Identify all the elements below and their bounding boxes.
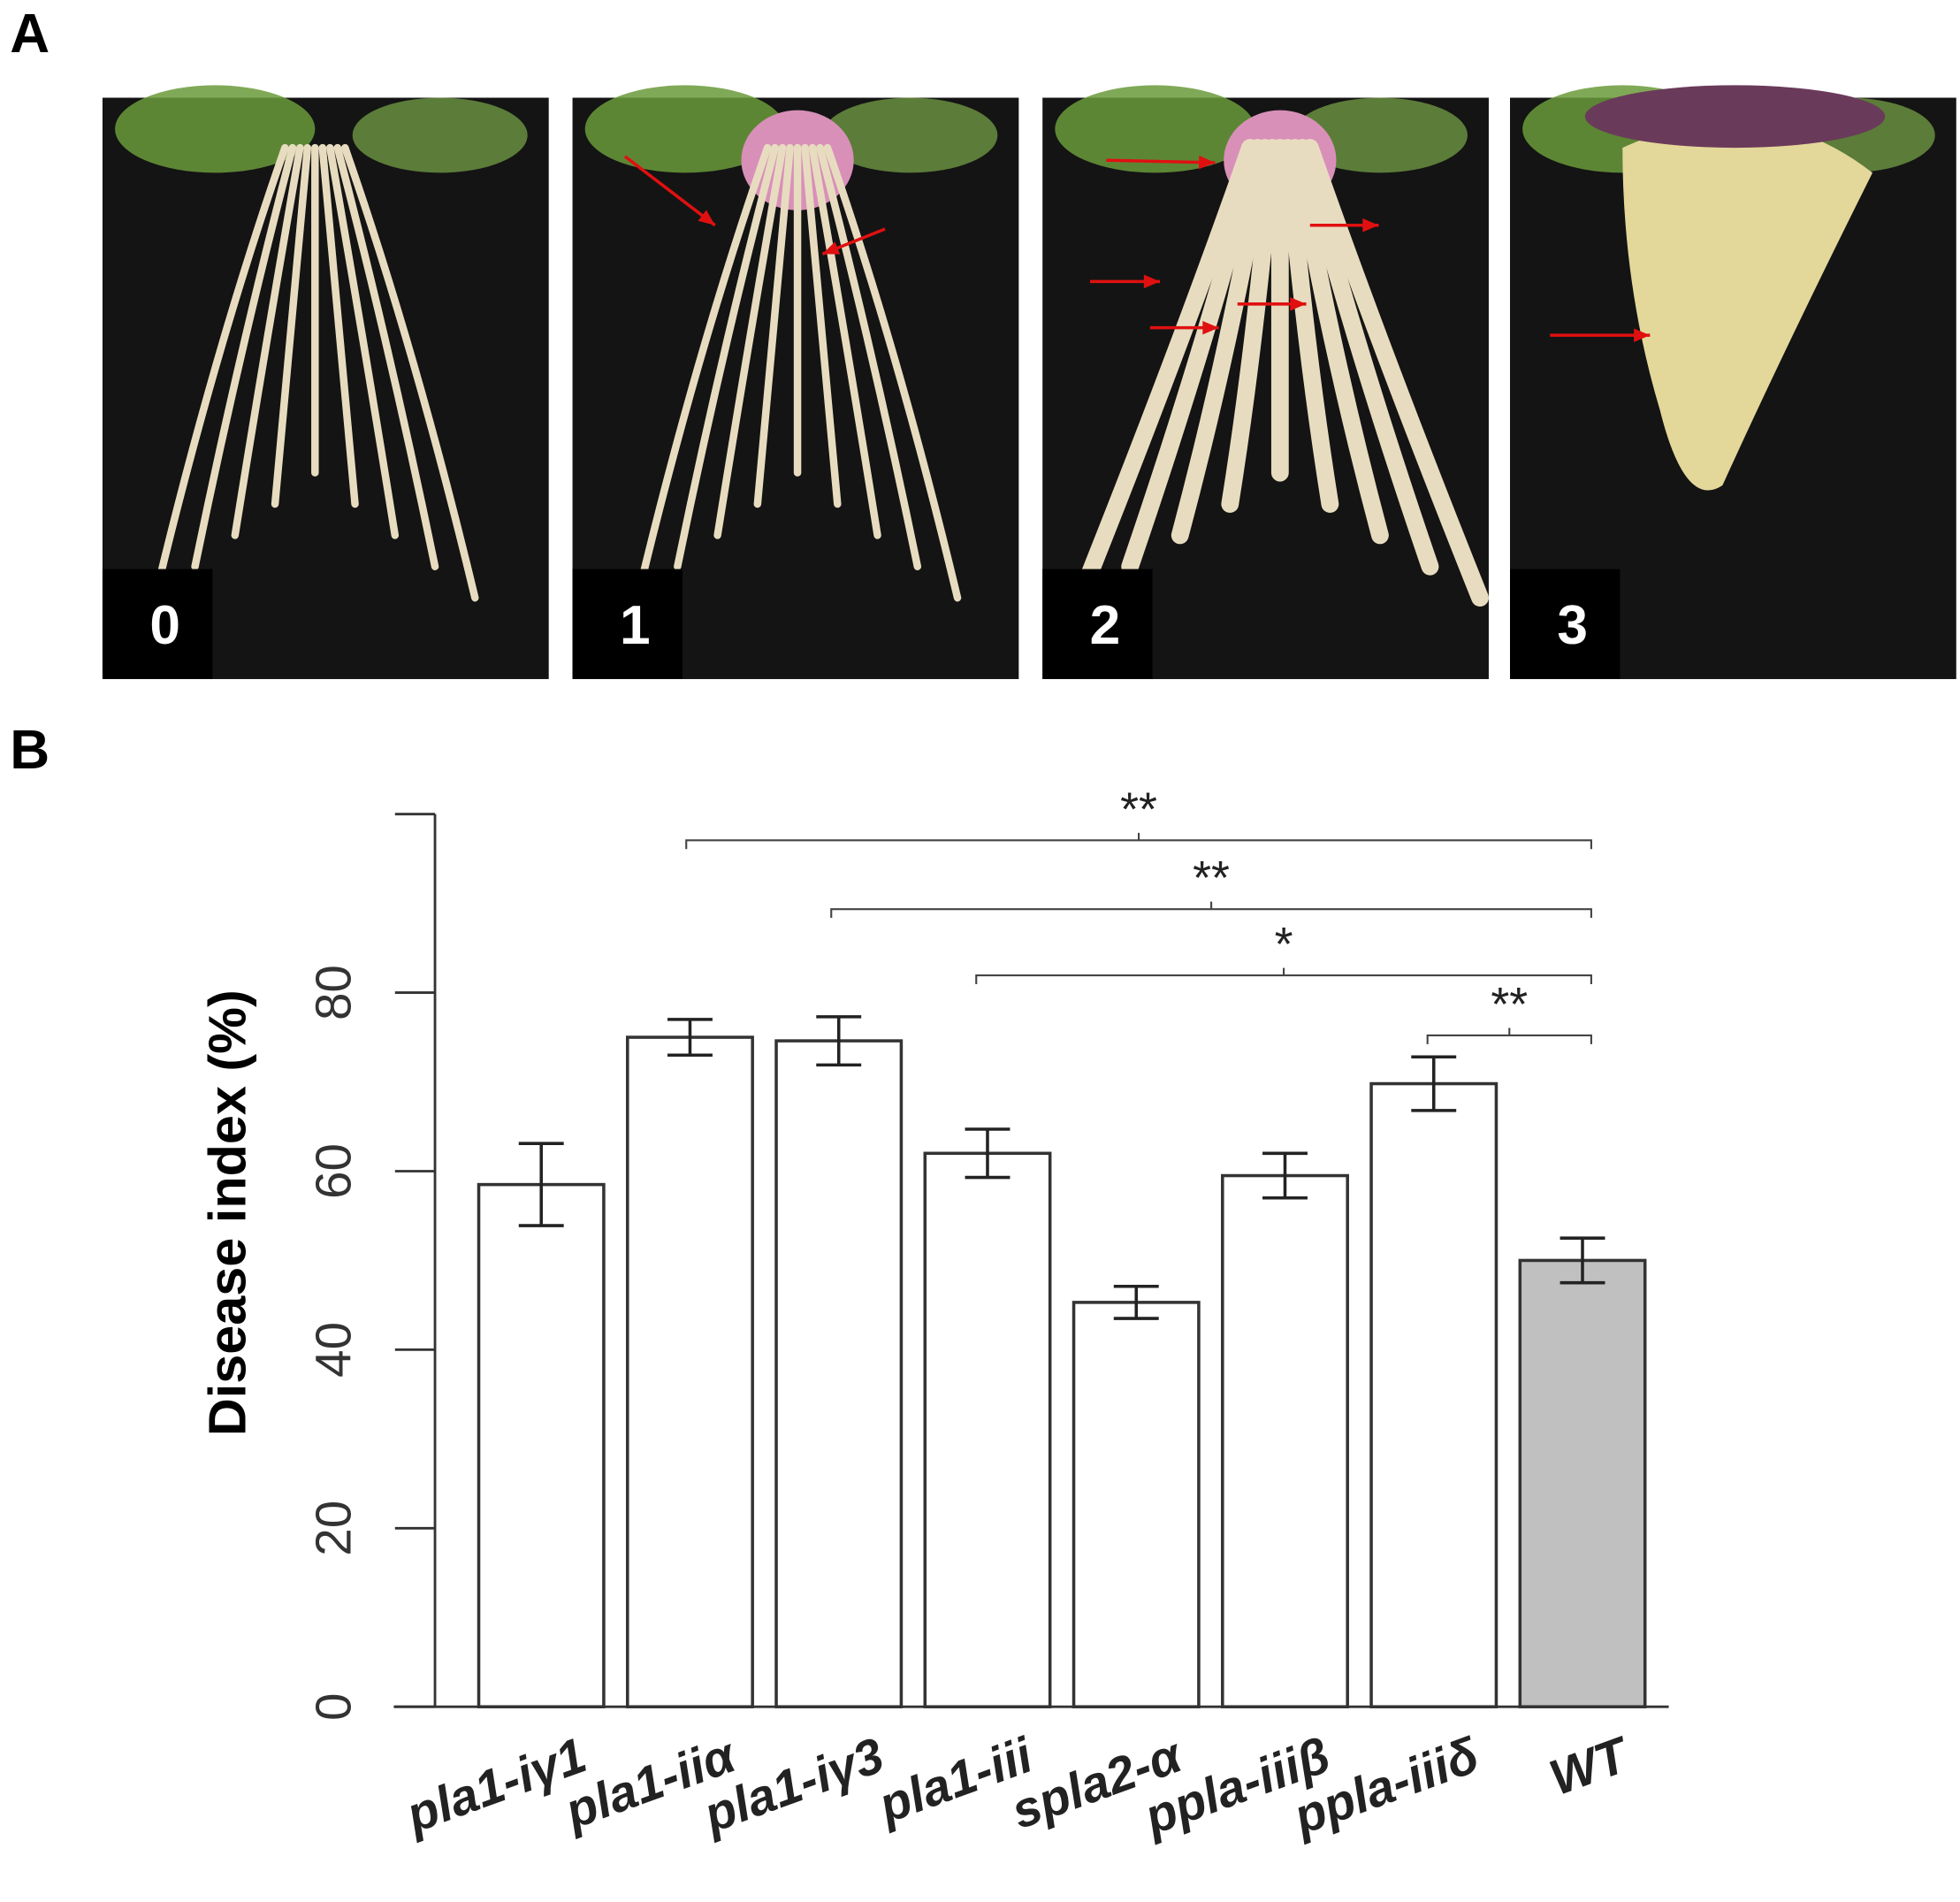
root xyxy=(1171,139,1274,545)
leaf xyxy=(822,97,998,173)
bar xyxy=(1518,1258,1647,1708)
score-box xyxy=(102,569,213,679)
root xyxy=(808,143,881,539)
significance-label: ** xyxy=(1120,783,1157,836)
bar xyxy=(1072,1301,1201,1708)
root xyxy=(1300,139,1489,607)
arrow xyxy=(1106,158,1216,164)
leaf xyxy=(1055,85,1255,173)
score-label: 1 xyxy=(620,595,651,656)
root xyxy=(674,143,779,570)
significance-bracket xyxy=(830,901,1592,919)
leaf xyxy=(1292,97,1468,173)
score-label: 0 xyxy=(149,595,180,656)
leaf xyxy=(352,97,528,173)
root xyxy=(1221,139,1282,513)
panel-label: A xyxy=(10,4,50,65)
root xyxy=(801,143,842,508)
root xyxy=(1285,139,1389,545)
score-label: 2 xyxy=(1090,595,1121,656)
leaf xyxy=(115,85,316,173)
root xyxy=(151,143,289,602)
y-tick-label: 40 xyxy=(306,1322,362,1378)
arrow-head xyxy=(822,241,841,255)
root xyxy=(231,143,304,539)
leaf xyxy=(584,85,785,173)
root xyxy=(823,143,962,602)
significance-label: ** xyxy=(1193,852,1230,905)
significance-label: * xyxy=(1275,918,1293,971)
gall xyxy=(1622,121,1873,491)
bar xyxy=(774,1039,904,1708)
root xyxy=(713,143,787,539)
root xyxy=(318,143,359,508)
y-axis-label: Disease index (%) xyxy=(197,989,256,1436)
bar xyxy=(1369,1081,1499,1708)
score-box xyxy=(1509,569,1621,679)
y-tick-label: 60 xyxy=(306,1143,362,1199)
arrow-head xyxy=(698,210,715,225)
root xyxy=(1071,139,1259,607)
root xyxy=(1278,139,1339,513)
root xyxy=(1121,139,1267,576)
arrow-head xyxy=(1634,328,1651,342)
significance-bracket xyxy=(1426,1027,1592,1044)
panel-label: B xyxy=(10,720,50,781)
y-tick-label: 20 xyxy=(306,1501,362,1556)
score-label: 3 xyxy=(1557,595,1588,656)
root xyxy=(633,143,772,602)
root xyxy=(1293,139,1439,576)
score-box xyxy=(572,569,683,679)
arrow-head xyxy=(1290,297,1307,311)
score-box xyxy=(1042,569,1153,679)
root xyxy=(333,143,439,570)
significance-bracket xyxy=(975,967,1592,984)
arrow xyxy=(623,155,716,227)
bar xyxy=(1221,1173,1349,1708)
arrow-head xyxy=(1362,218,1379,233)
y-tick-label: 0 xyxy=(306,1692,362,1720)
root xyxy=(340,143,479,602)
significance-label: ** xyxy=(1491,978,1528,1031)
bar xyxy=(477,1182,606,1708)
bar xyxy=(626,1035,754,1708)
arrow-head xyxy=(1143,274,1161,289)
root xyxy=(271,143,312,508)
bar xyxy=(923,1151,1052,1708)
photo-panel: 0 1 2 3 xyxy=(102,85,1956,679)
root xyxy=(326,143,400,539)
root xyxy=(816,143,922,570)
root xyxy=(191,143,297,570)
arrow-head xyxy=(1198,155,1216,170)
arrow-head xyxy=(1202,320,1219,335)
x-tick-label: WT xyxy=(1543,1725,1638,1806)
root xyxy=(753,143,794,508)
y-tick-label: 80 xyxy=(306,965,362,1020)
significance-bracket xyxy=(685,832,1592,850)
stem xyxy=(1584,85,1886,149)
